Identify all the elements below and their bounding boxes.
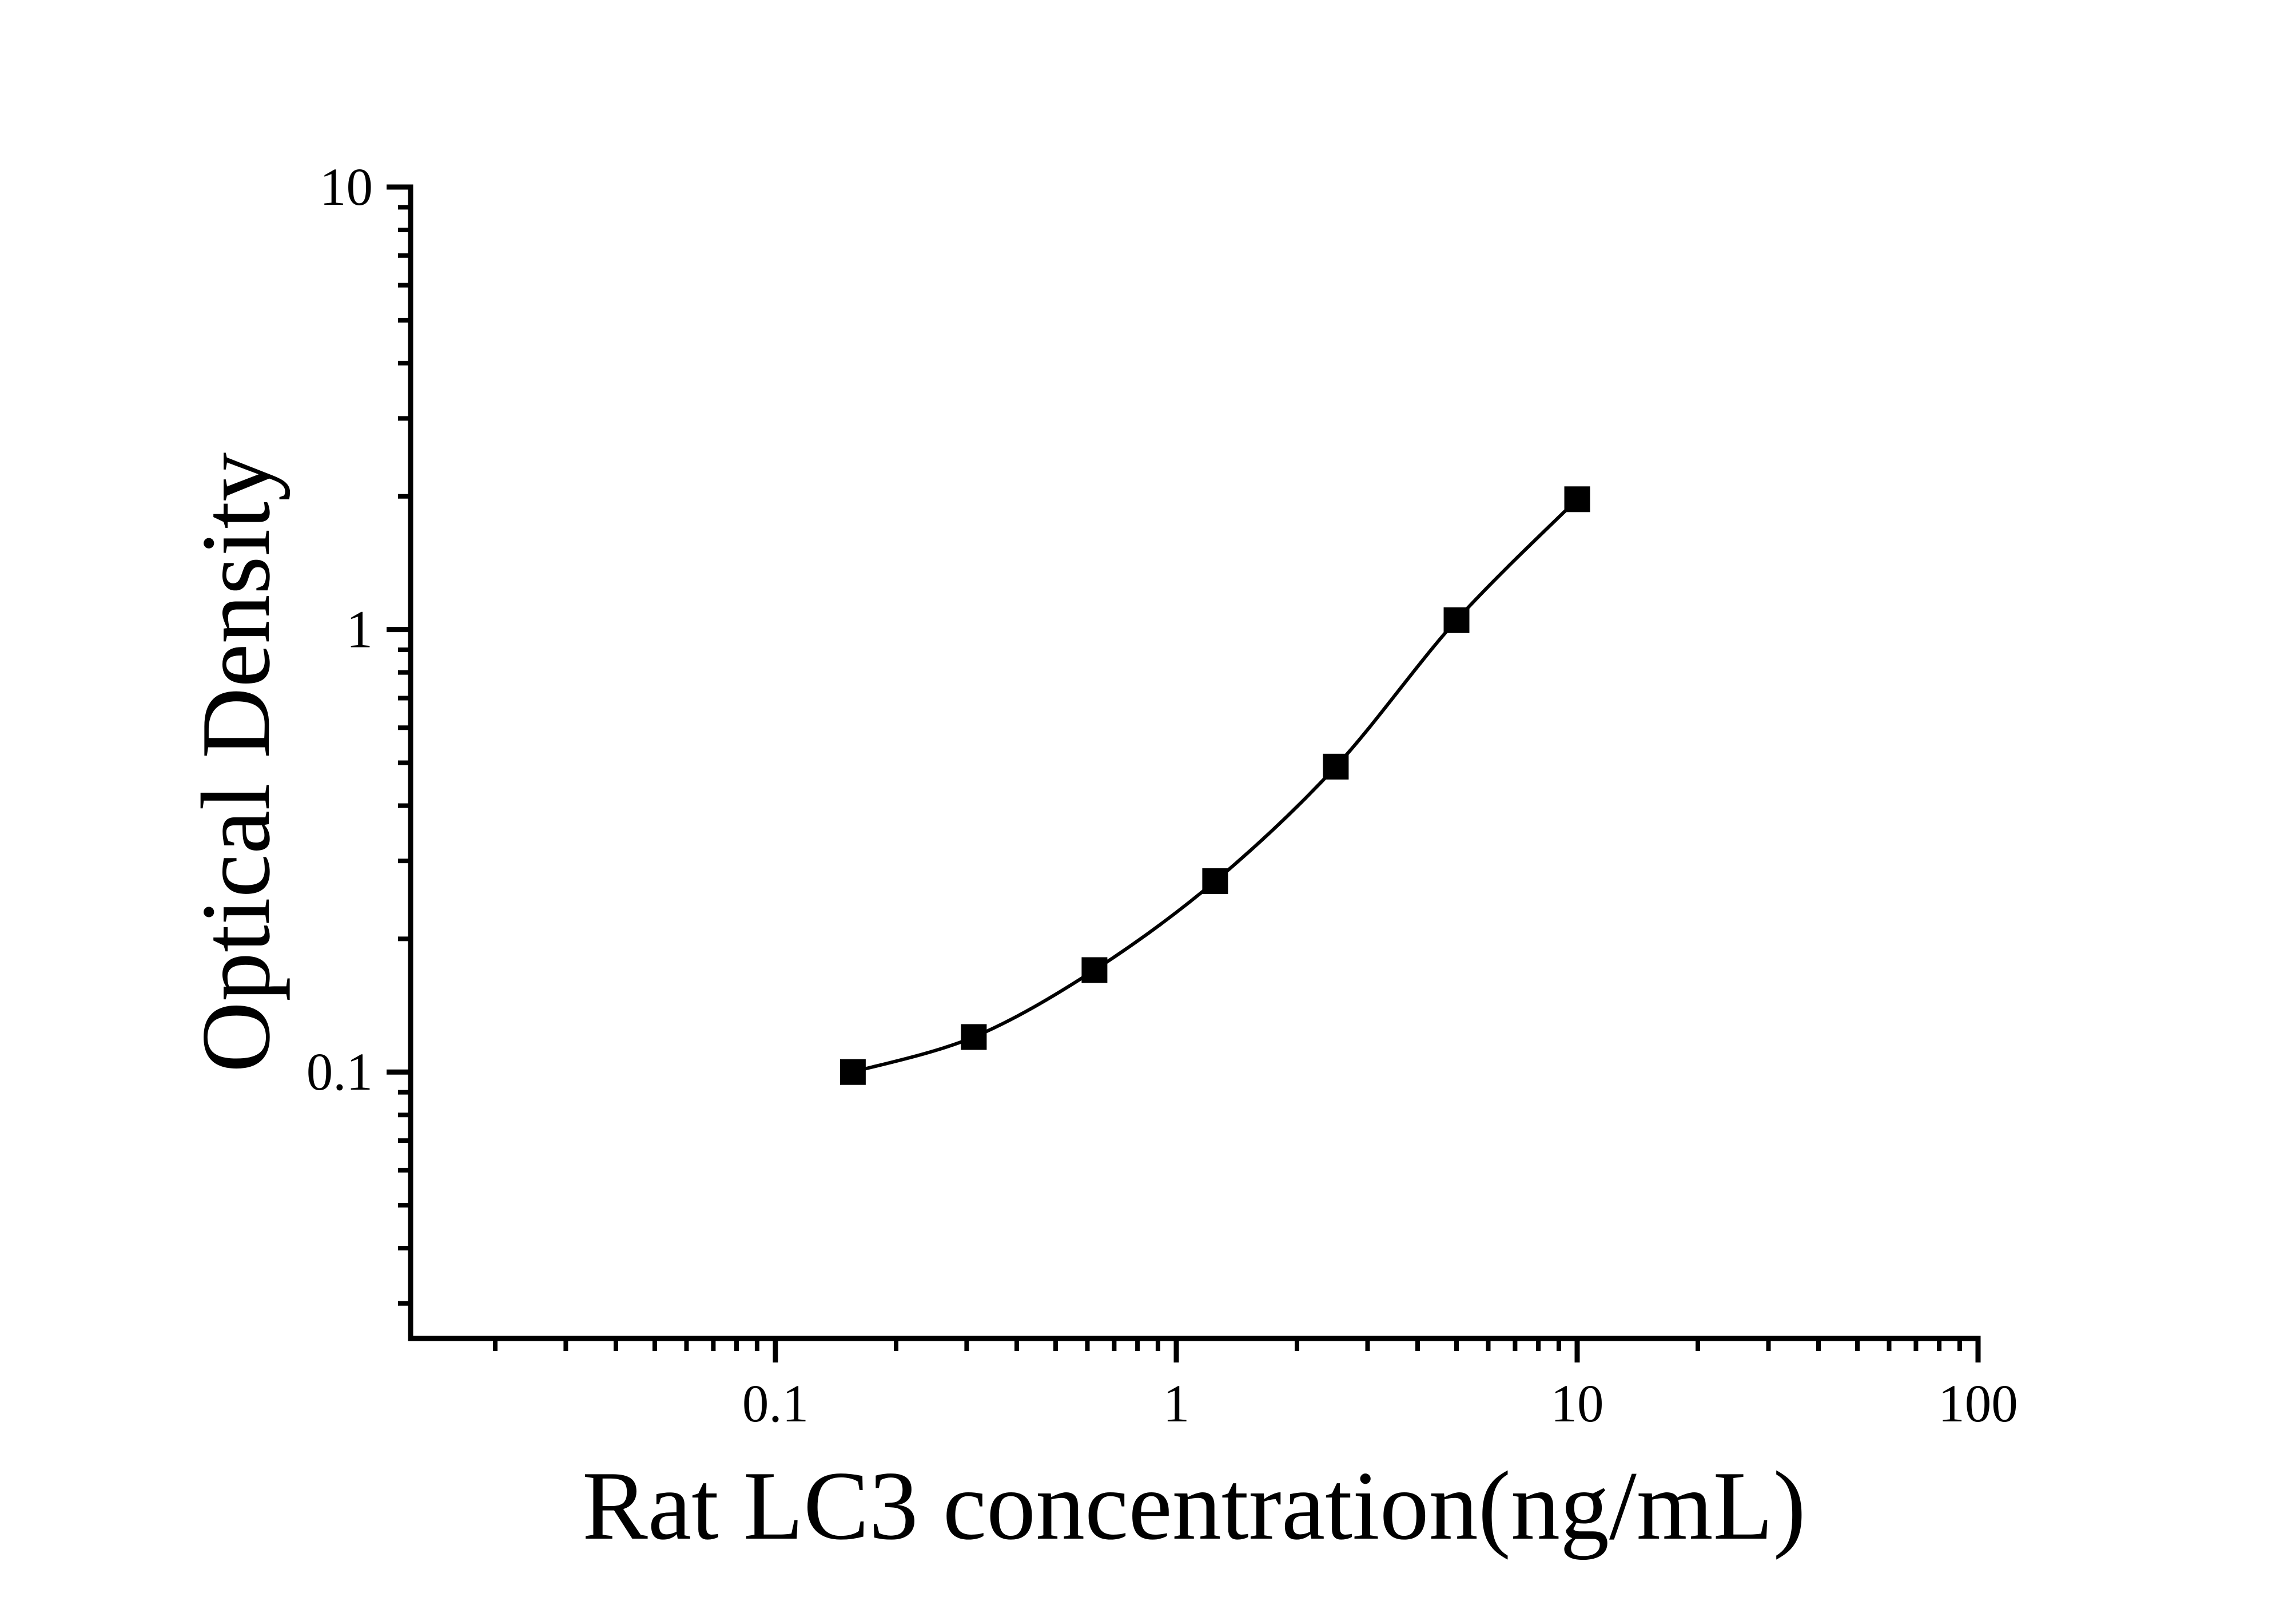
data-point-marker <box>961 1024 987 1050</box>
x-axis-title: Rat LC3 concentration(ng/mL) <box>582 1452 1806 1560</box>
x-tick-label: 0.1 <box>742 1374 809 1433</box>
curve-path <box>852 498 1579 1074</box>
y-tick-label: 0.1 <box>307 1043 373 1102</box>
y-tick-label: 10 <box>320 158 373 217</box>
data-point-marker <box>1081 957 1108 983</box>
data-point-marker <box>1323 753 1349 780</box>
x-tick-label: 1 <box>1163 1374 1190 1433</box>
data-point-marker <box>1443 607 1470 633</box>
data-point-marker <box>839 1059 866 1085</box>
y-axis-title: Optical Density <box>182 452 291 1072</box>
axis-spine <box>408 184 1981 1341</box>
x-tick-label: 10 <box>1551 1374 1604 1433</box>
data-point-marker <box>1202 868 1228 894</box>
y-tick-label: 1 <box>347 601 373 660</box>
data-point-marker <box>1564 486 1590 513</box>
x-tick-label: 100 <box>1938 1374 2018 1433</box>
